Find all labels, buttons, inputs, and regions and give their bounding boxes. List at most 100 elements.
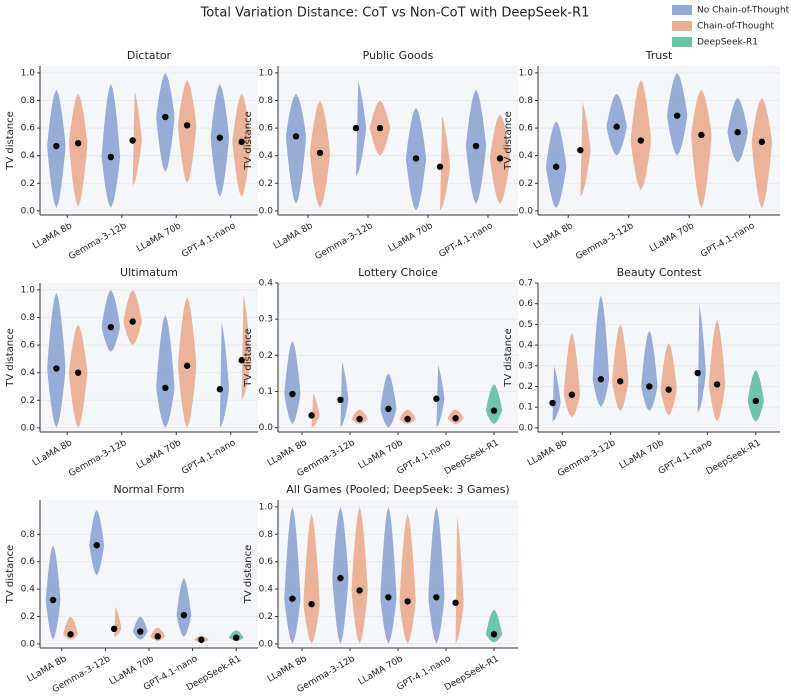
violin — [552, 366, 561, 422]
violin — [176, 578, 192, 638]
y-tick-label: 0.2 — [519, 382, 533, 392]
legend-swatch — [672, 5, 692, 15]
y-tick-label: 0.4 — [21, 151, 36, 161]
mean-dot — [404, 598, 411, 605]
violin — [440, 115, 451, 211]
mean-dot — [180, 611, 188, 619]
y-tick-label: 0.8 — [21, 313, 36, 323]
mean-dot — [67, 631, 74, 638]
x-tick-label: LLaMA 8b — [272, 221, 315, 252]
legend-label: Chain-of-Thought — [697, 22, 775, 32]
panel-title: Ultimatum — [120, 266, 178, 279]
y-tick-label: 0.1 — [259, 387, 273, 397]
mean-dot — [292, 133, 300, 140]
mean-dot — [713, 381, 721, 388]
x-tick-label: LLaMA 70b — [648, 221, 696, 255]
y-tick-label: 0.7 — [519, 279, 533, 289]
y-tick-label: 0.2 — [21, 612, 35, 622]
panel-title: Normal Form — [113, 483, 184, 496]
violin — [311, 393, 320, 428]
violin — [133, 616, 148, 640]
figure-title: Total Variation Distance: CoT vs Non-CoT… — [200, 6, 590, 21]
mean-dot — [107, 153, 115, 161]
y-tick-label: 0.6 — [21, 124, 36, 134]
violin — [285, 93, 307, 204]
x-tick-label: LLaMA 8b — [532, 221, 575, 252]
y-tick-label: 0.6 — [519, 299, 534, 309]
mean-dot — [129, 137, 136, 144]
x-tick-label: Gemma-3-12b — [67, 221, 128, 262]
violin — [455, 516, 464, 644]
mean-dot — [646, 383, 653, 390]
mean-dot — [233, 634, 240, 641]
y-tick-label: 1.0 — [21, 68, 36, 78]
y-tick-label: 0.0 — [259, 639, 274, 649]
violin — [156, 72, 175, 173]
x-tick-label: LLaMA 70b — [135, 438, 183, 472]
mean-dot — [433, 594, 440, 601]
x-tick-label: LLaMA 8b — [266, 438, 309, 469]
violin — [45, 545, 61, 640]
violin — [612, 324, 629, 412]
mean-dot — [93, 542, 100, 549]
mean-dot — [673, 112, 681, 119]
mean-dot — [549, 399, 556, 407]
mean-dot — [308, 412, 315, 419]
y-tick-label: 1.0 — [259, 68, 274, 78]
y-axis-label: TV distance — [243, 328, 254, 388]
y-tick-label: 1.0 — [519, 68, 534, 78]
mean-dot — [734, 129, 741, 136]
mean-dot — [385, 405, 392, 413]
mean-dot — [496, 155, 504, 162]
mean-dot — [404, 415, 411, 423]
violin — [132, 90, 142, 187]
mean-dot — [162, 384, 169, 392]
mean-dot — [637, 137, 645, 144]
legend-swatch — [672, 37, 692, 47]
y-tick-label: 0.6 — [21, 557, 36, 567]
y-tick-label: 0.0 — [21, 423, 36, 433]
violin — [485, 384, 503, 425]
mean-dot — [613, 123, 620, 130]
mean-dot — [352, 124, 360, 132]
mean-dot — [552, 163, 560, 170]
mean-dot — [752, 397, 759, 405]
violin — [630, 79, 652, 191]
mean-dot — [154, 633, 161, 640]
violin — [123, 289, 142, 346]
mean-dot — [216, 386, 224, 393]
y-tick-label: 0.2 — [21, 396, 35, 406]
y-tick-label: 0.4 — [259, 585, 274, 595]
violin — [241, 294, 251, 401]
y-tick-label: 0.1 — [519, 403, 533, 413]
x-tick-label: DeepSeek-R1 — [705, 438, 763, 477]
y-tick-label: 0.2 — [259, 612, 273, 622]
y-tick-label: 0.0 — [259, 206, 274, 216]
plot-area — [40, 500, 258, 648]
mean-dot — [53, 142, 60, 150]
panel-title: Dictator — [127, 49, 172, 62]
mean-dot — [356, 587, 363, 594]
violin — [284, 506, 301, 644]
y-tick-label: 0.4 — [259, 279, 274, 289]
mean-dot — [597, 376, 605, 383]
x-tick-label: Gemma-3-12b — [67, 438, 128, 479]
y-tick-label: 0.3 — [519, 361, 533, 371]
y-tick-label: 0.8 — [259, 530, 274, 540]
mean-dot — [162, 113, 169, 121]
violin — [340, 361, 349, 428]
y-tick-label: 0.0 — [21, 206, 36, 216]
x-tick-label: LLaMA 70b — [387, 221, 435, 255]
mean-dot — [412, 155, 420, 162]
mean-dot — [356, 415, 363, 423]
x-tick-label: LLaMA 8b — [31, 438, 74, 469]
mean-dot — [74, 140, 82, 147]
x-tick-label: GPT-4.1-nano — [438, 221, 496, 260]
y-tick-label: 0.6 — [519, 124, 534, 134]
y-axis-label: TV distance — [5, 545, 16, 605]
violin — [399, 513, 416, 644]
violin — [101, 289, 120, 352]
mean-dot — [289, 390, 296, 398]
mean-dot — [183, 122, 191, 129]
